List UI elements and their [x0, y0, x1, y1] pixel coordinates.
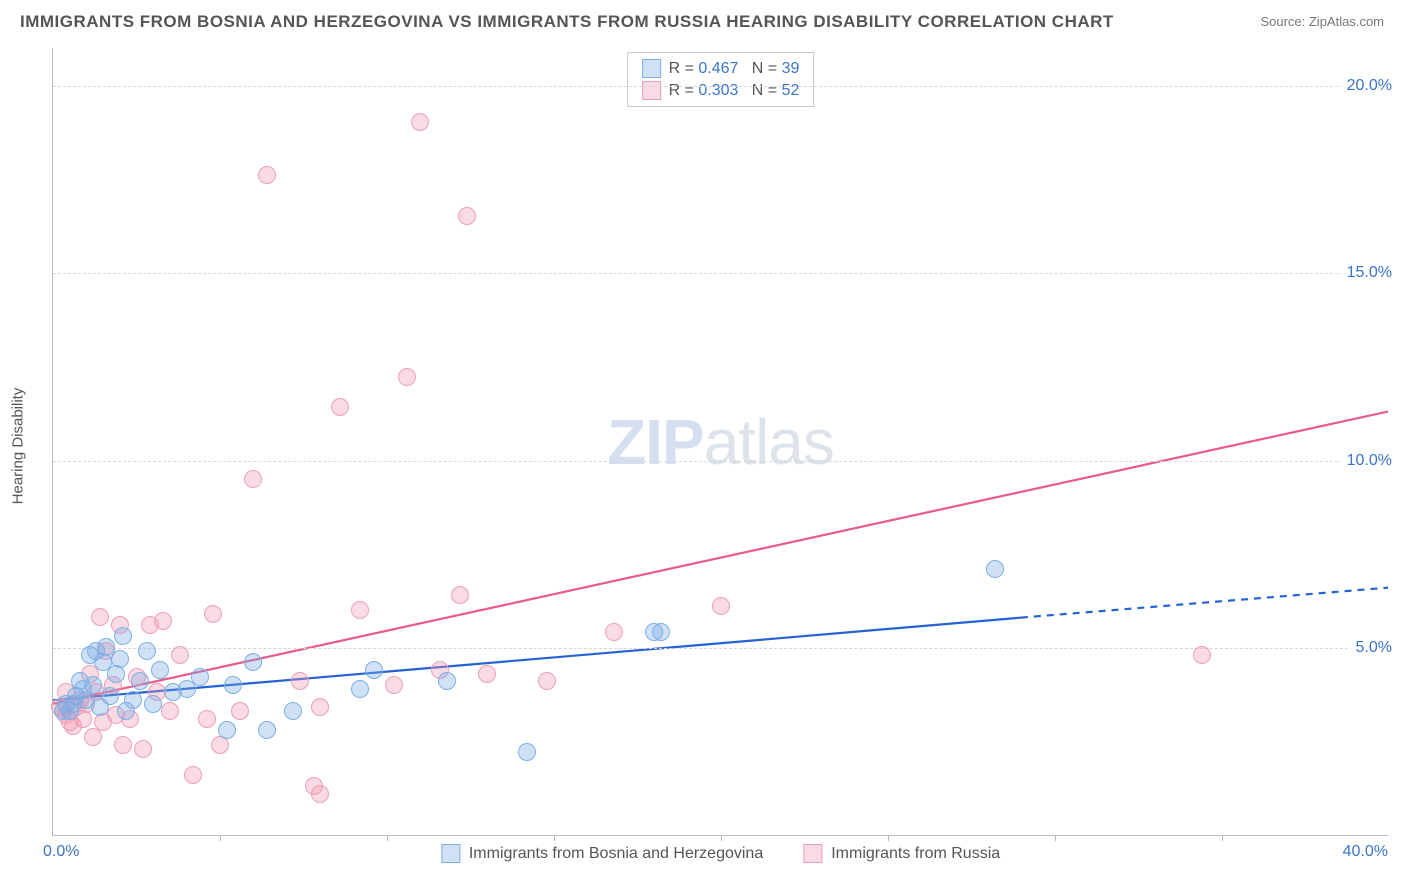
source-attribution: Source: ZipAtlas.com	[1260, 14, 1384, 29]
y-axis-label: Hearing Disability	[10, 388, 27, 505]
scatter-plot-area: ZIPatlas R = 0.467 N = 39R = 0.303 N = 5…	[52, 48, 1388, 836]
data-point-bosnia	[518, 743, 536, 761]
data-point-russia	[478, 665, 496, 683]
data-point-russia	[331, 398, 349, 416]
data-point-bosnia	[131, 672, 149, 690]
x-tick-mark	[220, 835, 221, 841]
data-point-bosnia	[144, 695, 162, 713]
data-point-russia	[538, 672, 556, 690]
data-point-russia	[154, 612, 172, 630]
x-axis-origin-label: 0.0%	[43, 843, 79, 861]
data-point-russia	[311, 698, 329, 716]
data-point-russia	[244, 470, 262, 488]
y-tick-label: 15.0%	[1341, 264, 1392, 282]
watermark-bold: ZIP	[607, 406, 704, 478]
y-tick-label: 10.0%	[1341, 452, 1392, 470]
gridline-h	[53, 86, 1388, 87]
data-point-bosnia	[351, 680, 369, 698]
data-point-bosnia	[652, 623, 670, 641]
data-point-russia	[231, 702, 249, 720]
legend-swatch	[803, 844, 822, 863]
data-point-russia	[451, 586, 469, 604]
legend-series-label: Immigrants from Russia	[831, 845, 1000, 863]
legend-series: Immigrants from Bosnia and Herzegovina Im…	[441, 844, 1000, 863]
data-point-russia	[204, 605, 222, 623]
gridline-h	[53, 273, 1388, 274]
data-point-bosnia	[138, 642, 156, 660]
legend-stat-text: R = 0.303 N = 52	[669, 80, 800, 102]
data-point-bosnia	[91, 698, 109, 716]
x-tick-mark	[387, 835, 388, 841]
data-point-bosnia	[191, 668, 209, 686]
data-point-russia	[198, 710, 216, 728]
data-point-russia	[398, 368, 416, 386]
data-point-bosnia	[114, 627, 132, 645]
data-point-russia	[171, 646, 189, 664]
data-point-russia	[411, 113, 429, 131]
data-point-bosnia	[244, 653, 262, 671]
gridline-h	[53, 461, 1388, 462]
watermark-thin: atlas	[704, 406, 834, 478]
data-point-russia	[114, 736, 132, 754]
data-point-bosnia	[224, 676, 242, 694]
data-point-bosnia	[111, 650, 129, 668]
data-point-bosnia	[258, 721, 276, 739]
legend-swatch	[642, 59, 661, 78]
data-point-bosnia	[438, 672, 456, 690]
legend-swatch	[642, 81, 661, 100]
data-point-bosnia	[74, 680, 92, 698]
data-point-bosnia	[365, 661, 383, 679]
data-point-russia	[91, 608, 109, 626]
data-point-bosnia	[151, 661, 169, 679]
data-point-russia	[605, 623, 623, 641]
legend-swatch	[441, 844, 460, 863]
watermark: ZIPatlas	[607, 405, 834, 479]
data-point-russia	[1193, 646, 1211, 664]
data-point-bosnia	[64, 695, 82, 713]
legend-stat-row: R = 0.467 N = 39	[642, 58, 800, 80]
trend-lines-svg	[53, 48, 1388, 835]
data-point-bosnia	[218, 721, 236, 739]
x-tick-mark	[721, 835, 722, 841]
data-point-russia	[161, 702, 179, 720]
data-point-bosnia	[986, 560, 1004, 578]
data-point-russia	[184, 766, 202, 784]
legend-series-item: Immigrants from Bosnia and Herzegovina	[441, 844, 763, 863]
x-tick-mark	[1222, 835, 1223, 841]
data-point-bosnia	[107, 665, 125, 683]
data-point-russia	[258, 166, 276, 184]
data-point-russia	[134, 740, 152, 758]
data-point-bosnia	[284, 702, 302, 720]
y-tick-label: 20.0%	[1341, 77, 1392, 95]
data-point-russia	[385, 676, 403, 694]
data-point-russia	[351, 601, 369, 619]
x-tick-mark	[554, 835, 555, 841]
x-axis-max-label: 40.0%	[1343, 843, 1388, 861]
data-point-russia	[84, 728, 102, 746]
x-tick-mark	[888, 835, 889, 841]
legend-stats-box: R = 0.467 N = 39R = 0.303 N = 52	[627, 52, 815, 107]
trend-line	[53, 618, 1021, 700]
legend-series-item: Immigrants from Russia	[803, 844, 1000, 863]
data-point-russia	[291, 672, 309, 690]
y-tick-label: 5.0%	[1350, 639, 1392, 657]
trend-line	[1021, 588, 1388, 618]
legend-stat-text: R = 0.467 N = 39	[669, 58, 800, 80]
data-point-bosnia	[124, 691, 142, 709]
data-point-russia	[311, 785, 329, 803]
legend-stat-row: R = 0.303 N = 52	[642, 80, 800, 102]
chart-title: IMMIGRANTS FROM BOSNIA AND HERZEGOVINA V…	[20, 12, 1114, 32]
legend-series-label: Immigrants from Bosnia and Herzegovina	[469, 845, 763, 863]
data-point-russia	[712, 597, 730, 615]
x-tick-mark	[1055, 835, 1056, 841]
gridline-h	[53, 648, 1388, 649]
data-point-russia	[458, 207, 476, 225]
